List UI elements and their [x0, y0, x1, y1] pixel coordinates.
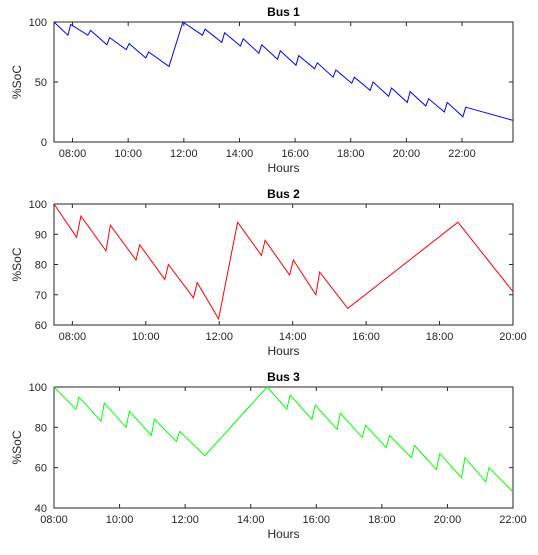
x-axis-label: Hours — [267, 161, 299, 175]
x-tick-label: 08:00 — [59, 331, 87, 343]
y-tick-label: 70 — [35, 290, 47, 302]
y-tick-label: 0 — [41, 137, 47, 149]
chart-panel-3: Bus 3 08:00 10:00 12:00 14:00 16:00 18:00 20:00… — [10, 370, 527, 541]
chart-title: Bus 1 — [267, 5, 300, 19]
x-axis-label: Hours — [267, 344, 299, 358]
x-tick-label: 20:00 — [434, 514, 462, 526]
x-tick-label: 18:00 — [337, 148, 365, 160]
series-line — [53, 203, 514, 321]
chart-title: Bus 3 — [267, 370, 300, 384]
plot-area — [53, 203, 514, 326]
y-tick-label: 90 — [35, 229, 47, 241]
y-tick-label: 60 — [35, 463, 47, 475]
y-tick-label: 50 — [35, 77, 47, 89]
x-tick-label: 22:00 — [499, 514, 527, 526]
x-tick-label: 20:00 — [393, 148, 421, 160]
x-tick-label: 12:00 — [171, 514, 199, 526]
x-axis-label: Hours — [267, 527, 299, 541]
x-tick-label: 18:00 — [368, 514, 396, 526]
y-tick-label: 60 — [35, 320, 47, 332]
chart-panel-1: Bus 1 08:00 10:00 12:00 14:00 16:00 18:00 20:00… — [10, 5, 514, 175]
plot-area — [53, 21, 514, 143]
y-tick-label: 40 — [35, 503, 47, 515]
y-tick-label: 100 — [29, 382, 47, 394]
x-tick-label: 16:00 — [281, 148, 309, 160]
x-tick-label: 10:00 — [106, 514, 134, 526]
x-tick-label: 08:00 — [59, 148, 87, 160]
series-line — [53, 386, 514, 493]
y-tick-label: 100 — [29, 17, 47, 29]
chart-panel-2: Bus 2 08:00 10:00 12:00 14:00 16:00 18:00 20:00… — [10, 187, 527, 358]
y-tick-label: 80 — [35, 422, 47, 434]
x-tick-label: 22:00 — [448, 148, 476, 160]
x-tick-label: 16:00 — [303, 514, 331, 526]
x-tick-label: 20:00 — [499, 331, 527, 343]
y-tick-label: 100 — [29, 199, 47, 211]
series-line — [53, 21, 514, 121]
x-tick-label: 10:00 — [132, 331, 160, 343]
y-tick-label: 80 — [35, 260, 47, 272]
y-axis-label: %SoC — [10, 430, 24, 464]
x-tick-label: 10:00 — [114, 148, 142, 160]
chart-title: Bus 2 — [267, 187, 300, 201]
x-tick-label: 14:00 — [237, 514, 265, 526]
y-axis-label: %SoC — [10, 65, 24, 99]
x-tick-label: 14:00 — [226, 148, 254, 160]
y-axis-label: %SoC — [10, 247, 24, 281]
x-tick-label: 16:00 — [352, 331, 380, 343]
x-tick-label: 12:00 — [170, 148, 198, 160]
x-tick-label: 08:00 — [40, 514, 68, 526]
x-tick-label: 18:00 — [426, 331, 454, 343]
plot-area — [53, 386, 514, 509]
x-tick-label: 12:00 — [205, 331, 233, 343]
x-tick-label: 14:00 — [279, 331, 307, 343]
